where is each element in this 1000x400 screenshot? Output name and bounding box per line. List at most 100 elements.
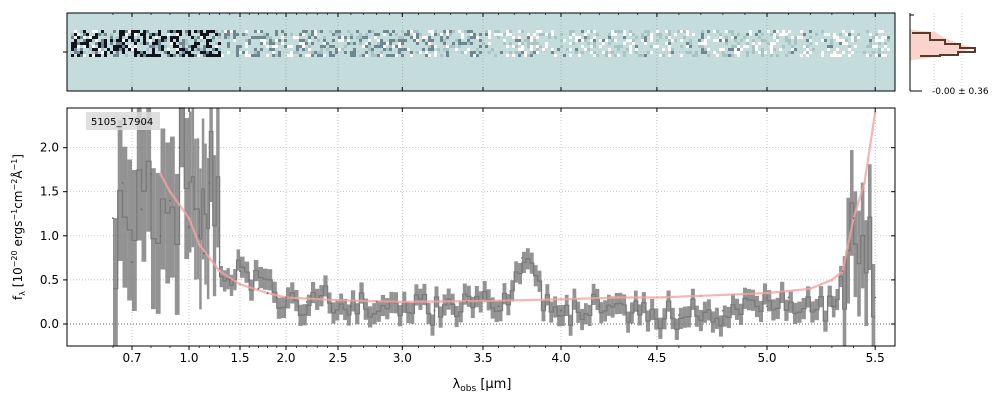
trace-pixel (551, 33, 554, 36)
trace-pixel (356, 36, 359, 39)
trace-pixel (125, 54, 128, 57)
trace-pixel (341, 39, 344, 42)
trace-pixel (464, 30, 467, 33)
trace-pixel (629, 45, 632, 48)
trace-pixel (524, 39, 527, 42)
trace-pixel (386, 30, 389, 33)
trace-pixel (641, 54, 644, 57)
trace-pixel (668, 45, 671, 48)
trace-pixel (173, 42, 176, 45)
trace-pixel (329, 54, 332, 57)
y-tick-label: 1.0 (40, 229, 59, 243)
trace-pixel (569, 54, 572, 57)
trace-pixel (563, 54, 566, 57)
trace-pixel (185, 51, 188, 54)
trace-pixel (533, 33, 536, 36)
trace-pixel (200, 39, 203, 42)
trace-pixel (503, 39, 506, 42)
trace-pixel (737, 48, 740, 51)
trace-pixel (464, 51, 467, 54)
trace-pixel (377, 45, 380, 48)
trace-pixel (533, 51, 536, 54)
trace-pixel (635, 36, 638, 39)
flux-error-bar (136, 108, 142, 241)
trace-pixel (419, 33, 422, 36)
trace-pixel (806, 39, 809, 42)
trace-pixel (218, 51, 221, 54)
trace-pixel (290, 45, 293, 48)
trace-pixel (446, 33, 449, 36)
trace-pixel (839, 39, 842, 42)
histogram-outline (912, 32, 976, 57)
trace-pixel (845, 33, 848, 36)
trace-pixel (671, 48, 674, 51)
trace-pixel (515, 45, 518, 48)
trace-pixel (527, 33, 530, 36)
trace-pixel (125, 45, 128, 48)
trace-pixel (668, 48, 671, 51)
trace-pixel (140, 54, 143, 57)
trace-pixel (143, 36, 146, 39)
trace-pixel (116, 45, 119, 48)
trace-pixel (167, 33, 170, 36)
trace-pixel (197, 42, 200, 45)
trace-pixel (605, 51, 608, 54)
trace-pixel (362, 36, 365, 39)
trace-pixel (359, 39, 362, 42)
model-point (159, 172, 162, 176)
trace-pixel (644, 42, 647, 45)
trace-pixel (131, 36, 134, 39)
trace-pixel (770, 33, 773, 36)
trace-pixel (164, 36, 167, 39)
trace-pixel (158, 48, 161, 51)
trace-pixel (122, 45, 125, 48)
trace-pixel (287, 45, 290, 48)
trace-pixel (95, 39, 98, 42)
trace-pixel (176, 45, 179, 48)
trace-pixel (365, 33, 368, 36)
trace-pixel (470, 36, 473, 39)
y-tick-label: 2.0 (40, 141, 59, 155)
trace-pixel (401, 48, 404, 51)
trace-pixel (767, 30, 770, 33)
trace-pixel (425, 36, 428, 39)
trace-pixel (344, 51, 347, 54)
trace-pixel (77, 51, 80, 54)
trace-pixel (815, 33, 818, 36)
trace-pixel (254, 36, 257, 39)
trace-pixel (698, 39, 701, 42)
trace-pixel (866, 54, 869, 57)
trace-pixel (401, 39, 404, 42)
trace-pixel (824, 33, 827, 36)
trace-pixel (467, 48, 470, 51)
trace-pixel (209, 39, 212, 42)
trace-pixel (377, 39, 380, 42)
trace-pixel (344, 45, 347, 48)
flux-point (766, 305, 768, 308)
trace-pixel (443, 30, 446, 33)
trace-pixel (227, 51, 230, 54)
trace-pixel (170, 42, 173, 45)
trace-pixel (194, 30, 197, 33)
trace-pixel (476, 48, 479, 51)
trace-pixel (74, 30, 77, 33)
trace-pixel (383, 33, 386, 36)
trace-pixel (314, 36, 317, 39)
trace-pixel (344, 36, 347, 39)
trace-pixel (821, 51, 824, 54)
trace-pixel (398, 36, 401, 39)
trace-pixel (827, 33, 830, 36)
model-point (168, 190, 172, 193)
trace-pixel (584, 36, 587, 39)
y-label-exp4: −1 (10, 159, 19, 171)
trace-pixel (431, 45, 434, 48)
trace-pixel (521, 48, 524, 51)
trace-pixel (593, 42, 596, 45)
trace-pixel (593, 54, 596, 57)
trace-pixel (506, 33, 509, 36)
trace-pixel (212, 36, 215, 39)
trace-pixel (476, 54, 479, 57)
trace-pixel (269, 48, 272, 51)
trace-pixel (527, 36, 530, 39)
trace-pixel (608, 48, 611, 51)
